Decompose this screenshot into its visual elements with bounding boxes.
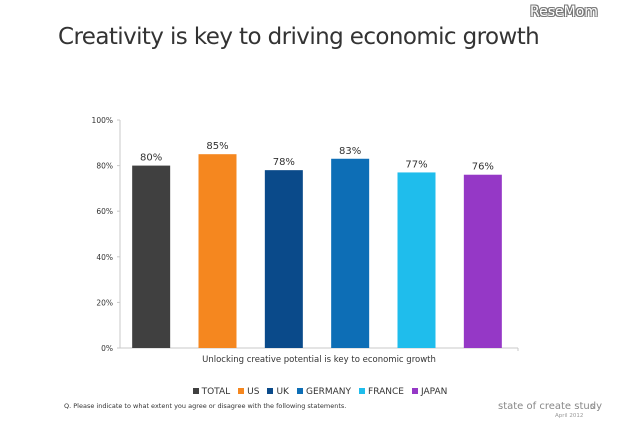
legend-label: JAPAN [420,387,448,397]
y-tick-label: 0% [101,344,113,353]
data-label-france: 77% [405,159,427,170]
bar-uk [264,170,303,348]
page-number: 5 [590,403,595,411]
chart-title: Creativity is key to driving economic gr… [58,24,540,50]
bar-us [198,154,237,348]
resemom-logo: ReseMom [530,4,598,20]
report-date: April 2012 [555,413,584,419]
data-label-germany: 83% [339,146,361,157]
legend-item-germany: GERMANY [296,387,352,397]
brand-name: state of create study [498,401,602,412]
bar-total [132,165,171,348]
y-tick-label: 20% [96,298,113,307]
y-tick-label: 40% [96,253,113,262]
survey-question-note: Q. Please indicate to what extent you ag… [64,402,347,410]
bar-japan [463,174,502,348]
legend-label: UK [276,387,289,397]
legend-item-total: TOTAL [192,387,231,397]
legend-item-france: FRANCE [359,387,404,397]
legend-label: US [247,387,260,397]
legend-label: GERMANY [305,387,352,397]
y-tick-label: 80% [96,162,113,171]
legend-item-uk: UK [267,387,289,397]
data-label-uk: 78% [273,157,295,168]
legend-label: TOTAL [201,387,231,397]
bar-france [397,172,436,348]
legend-swatch [296,388,303,394]
data-label-us: 85% [206,141,228,152]
legend-swatch [411,388,418,394]
legend-label: FRANCE [368,387,404,397]
legend-item-us: US [238,387,259,397]
data-labels: 80% 85% 78% 83% 77% 76% [140,141,494,173]
legend-swatch [238,388,245,394]
legend-swatch [192,388,199,394]
legend: TOTAL US UK GERMANY FRANCE JAPAN [0,387,640,397]
bar-germany [331,158,370,348]
y-axis: 0% 20% 40% 60% 80% 100% [92,116,519,353]
legend-swatch [267,388,274,394]
bars [132,154,502,348]
legend-item-japan: JAPAN [411,387,448,397]
legend-swatch [359,388,366,394]
y-tick-label: 60% [96,207,113,216]
y-tick-label: 100% [92,116,113,125]
category-axis-label: Unlocking creative potential is key to e… [202,355,436,365]
data-label-japan: 76% [472,162,494,173]
data-label-total: 80% [140,153,162,164]
